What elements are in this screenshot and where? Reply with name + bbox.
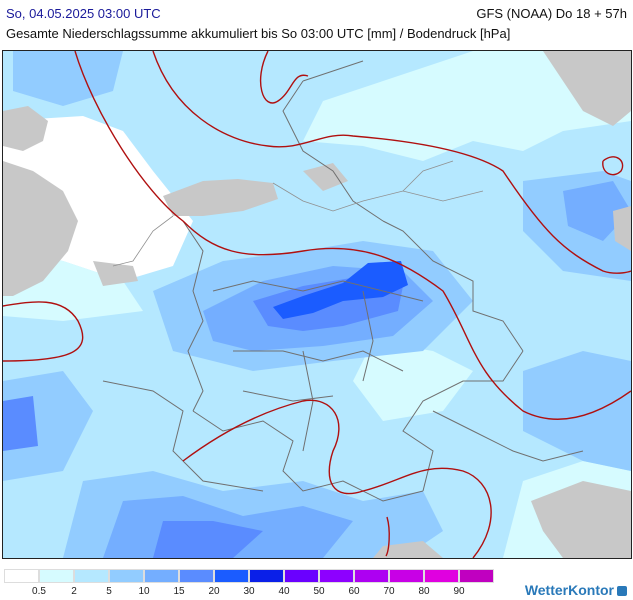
legend-label: 15 bbox=[173, 586, 185, 597]
legend-swatch bbox=[284, 569, 319, 583]
legend-swatch bbox=[179, 569, 214, 583]
legend-label: 60 bbox=[348, 586, 360, 597]
pressure-isobars bbox=[3, 51, 631, 558]
legend-swatch bbox=[389, 569, 424, 583]
legend-swatch bbox=[4, 569, 39, 583]
legend-swatch bbox=[109, 569, 144, 583]
legend-swatch bbox=[424, 569, 459, 583]
legend-swatch bbox=[74, 569, 109, 583]
legend-label: 70 bbox=[383, 586, 395, 597]
legend-swatch bbox=[319, 569, 354, 583]
legend-swatch bbox=[459, 569, 494, 583]
legend-label: 20 bbox=[208, 586, 220, 597]
brand-name: WetterKontor bbox=[524, 582, 614, 598]
legend-swatch bbox=[249, 569, 284, 583]
legend-swatch bbox=[354, 569, 389, 583]
coastline-water bbox=[112, 160, 484, 267]
forecast-date: So, 04.05.2025 03:00 UTC bbox=[6, 6, 161, 21]
map-subtitle: Gesamte Niederschlagssumme akkumuliert b… bbox=[6, 26, 511, 41]
legend-swatch bbox=[214, 569, 249, 583]
legend-label: 50 bbox=[313, 586, 325, 597]
legend-label: 90 bbox=[453, 586, 465, 597]
legend-label: 40 bbox=[278, 586, 290, 597]
legend-swatch bbox=[39, 569, 74, 583]
legend-label: 30 bbox=[243, 586, 255, 597]
precipitation-map bbox=[2, 50, 632, 559]
legend-swatch bbox=[144, 569, 179, 583]
model-run-label: GFS (NOAA) Do 18 + 57h bbox=[476, 6, 627, 21]
legend-label: 2 bbox=[71, 586, 77, 597]
legend-label: 10 bbox=[138, 586, 150, 597]
legend-label: 80 bbox=[418, 586, 430, 597]
precipitation-field bbox=[3, 51, 631, 558]
land-masks bbox=[3, 51, 631, 558]
legend-label: 0.5 bbox=[32, 586, 46, 597]
brand-logo: WetterKontor bbox=[525, 582, 627, 598]
logo-icon bbox=[617, 586, 627, 597]
legend-label: 5 bbox=[106, 586, 112, 597]
